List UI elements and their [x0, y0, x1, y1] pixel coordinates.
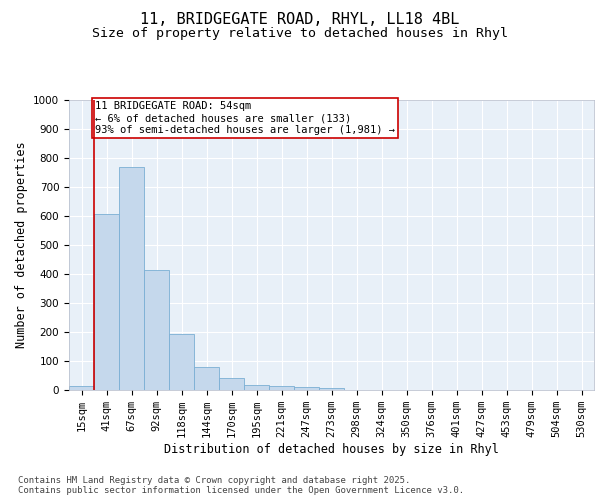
Bar [169, 334, 194, 390]
Bar [144, 270, 169, 390]
Y-axis label: Number of detached properties: Number of detached properties [14, 142, 28, 348]
Bar [269, 386, 294, 390]
Text: 11, BRIDGEGATE ROAD, RHYL, LL18 4BL: 11, BRIDGEGATE ROAD, RHYL, LL18 4BL [140, 12, 460, 28]
Text: 11 BRIDGEGATE ROAD: 54sqm
← 6% of detached houses are smaller (133)
93% of semi-: 11 BRIDGEGATE ROAD: 54sqm ← 6% of detach… [95, 102, 395, 134]
Bar [319, 388, 344, 390]
Bar [69, 386, 94, 390]
Bar [194, 368, 219, 390]
Bar [94, 214, 119, 390]
X-axis label: Distribution of detached houses by size in Rhyl: Distribution of detached houses by size … [164, 443, 499, 456]
Bar [119, 166, 144, 390]
Bar [244, 385, 269, 390]
Bar [294, 387, 319, 390]
Bar [219, 378, 244, 390]
Text: Contains HM Land Registry data © Crown copyright and database right 2025.
Contai: Contains HM Land Registry data © Crown c… [18, 476, 464, 495]
Text: Size of property relative to detached houses in Rhyl: Size of property relative to detached ho… [92, 28, 508, 40]
